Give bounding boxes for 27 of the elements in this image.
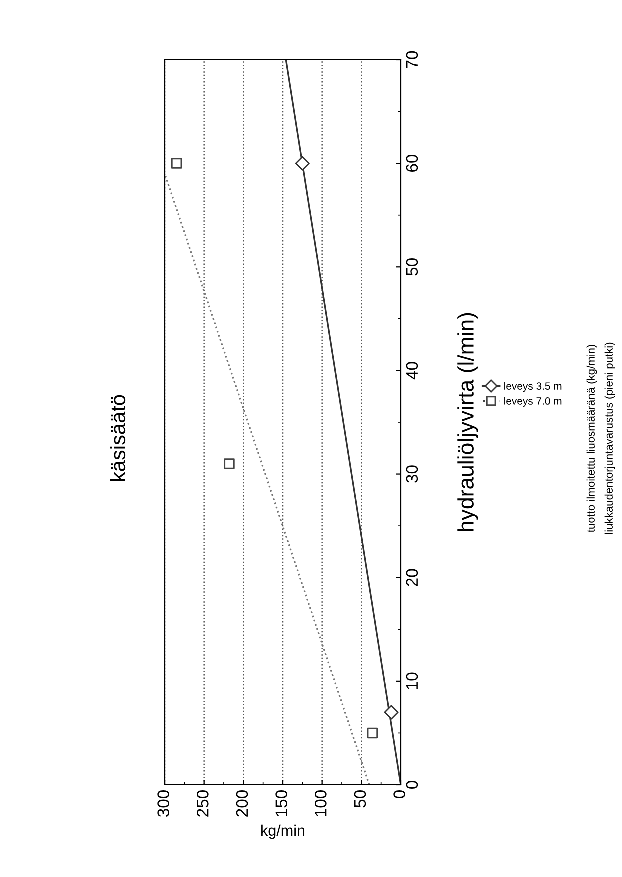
x-tick-label: 250	[197, 790, 209, 817]
point	[367, 728, 378, 739]
x-tick-label: 200	[236, 790, 248, 817]
y-tick-label: 10	[406, 672, 418, 690]
x-tick-label: 50	[354, 790, 366, 808]
y-tick-label: 60	[406, 154, 418, 172]
x-axis-title: kg/min	[262, 824, 305, 840]
text: tuotto ilmoitettu liuosmääränä (kg/min)	[586, 345, 598, 532]
y-tick-label: 20	[406, 569, 418, 586]
legend-label: leveys 7.0 m	[504, 397, 562, 407]
x-tick-label: 0	[394, 790, 406, 798]
legend-label: leveys 3.5 m	[504, 382, 562, 392]
y-tick-label: 50	[406, 258, 418, 276]
text: liukkaudentorjuntavarustus (pieni putki)	[604, 342, 616, 534]
x-tick-label: 300	[158, 790, 170, 818]
x-tick-label: 100	[315, 790, 327, 816]
y-tick-label: 0	[406, 781, 418, 789]
y-tick-label: 70	[406, 51, 418, 68]
y-axis-title: hydrauliöljyvirta (l/min)	[458, 313, 478, 532]
y-tick-label: 40	[406, 362, 418, 380]
point	[171, 158, 182, 169]
point	[295, 156, 310, 171]
point	[384, 705, 399, 720]
point	[224, 458, 235, 470]
text: käsisäätö	[110, 395, 126, 482]
y-tick-label: 30	[406, 466, 418, 483]
x-tick-label: 150	[276, 790, 288, 816]
